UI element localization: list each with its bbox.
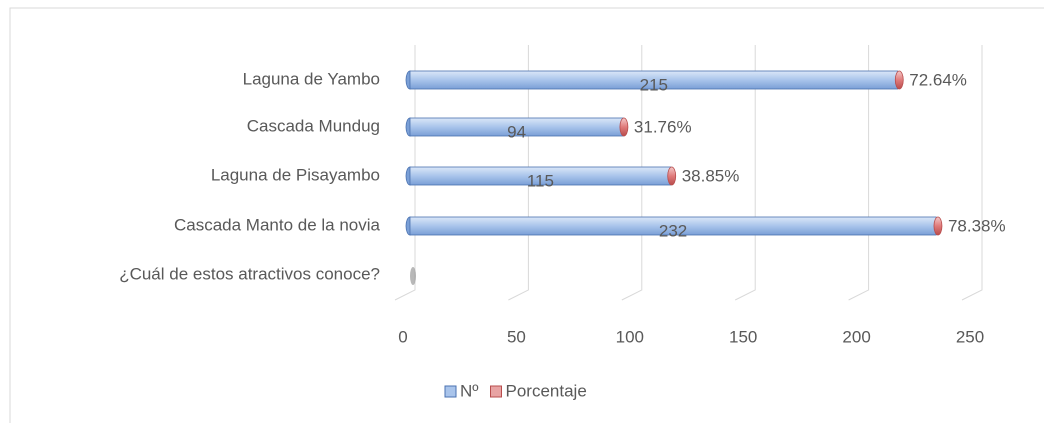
grid-line: [621, 45, 643, 301]
data-label: 78.38%: [948, 216, 1006, 235]
y-tick-label: Laguna de Pisayambo: [211, 165, 380, 184]
y-tick-label: Cascada Mundug: [247, 116, 380, 135]
bar-end-cap: [933, 216, 943, 236]
legend-swatch: [490, 385, 502, 398]
grid-line: [848, 45, 870, 301]
data-label: 215: [640, 75, 668, 94]
empty-bar-stub: [410, 267, 416, 285]
bar: [894, 70, 904, 90]
bar-end-cap: [894, 70, 904, 90]
x-tick-label: 50: [507, 327, 526, 346]
data-label: 94: [507, 122, 526, 141]
legend-label: Nº: [460, 381, 479, 400]
grid-line: [734, 45, 756, 301]
legend-label: Porcentaje: [506, 381, 587, 400]
bar: [667, 166, 677, 186]
x-tick-label: 0: [398, 327, 407, 346]
bar: [619, 117, 629, 137]
x-tick-label: 150: [729, 327, 757, 346]
legend-swatch: [444, 385, 457, 398]
bar-end-cap: [667, 166, 677, 186]
data-label: 38.85%: [682, 166, 740, 185]
y-tick-label: Cascada Manto de la novia: [174, 215, 381, 234]
bar-end-cap: [619, 117, 629, 137]
y-tick-label: Laguna de Yambo: [243, 69, 380, 88]
data-label: 31.76%: [634, 117, 692, 136]
x-tick-label: 200: [842, 327, 870, 346]
bar: [405, 117, 624, 137]
bar: [933, 216, 943, 236]
x-tick-label: 250: [956, 327, 984, 346]
chart-frame: [9, 7, 1044, 423]
y-tick-label: ¿Cuál de estos atractivos conoce?: [119, 264, 380, 283]
data-label: 72.64%: [909, 70, 967, 89]
data-label: 115: [527, 171, 554, 190]
data-label: 232: [659, 221, 687, 240]
x-tick-label: 100: [616, 327, 644, 346]
grid-line: [961, 45, 983, 301]
